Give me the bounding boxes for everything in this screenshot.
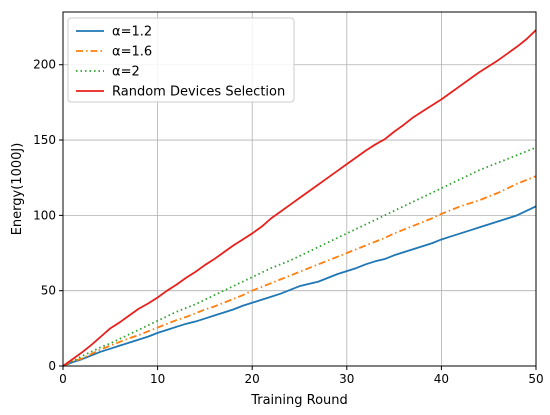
plot-frame [62, 11, 537, 367]
series-line-0 [62, 205, 537, 367]
legend-label: α=2 [112, 65, 140, 80]
x-tick-label: 50 [528, 372, 543, 386]
legend-label: α=1.2 [112, 25, 152, 40]
axis-ticks: 0 10 20 30 40 50 0 50 100 150 200 [33, 58, 544, 386]
x-tick-label: 40 [434, 372, 449, 386]
series-line-1 [62, 175, 537, 367]
y-axis-label: Energy(1000J) [10, 143, 25, 236]
series-line-3 [62, 29, 537, 367]
legend-label: α=1.6 [112, 45, 152, 60]
y-tick-label: 200 [33, 58, 56, 72]
y-tick-label: 50 [41, 284, 56, 298]
x-tick-label: 10 [150, 372, 165, 386]
legend: α=1.2 α=1.6 α=2 Random Devices Selection [67, 17, 295, 103]
y-tick-label: 100 [33, 208, 56, 222]
x-tick-label: 20 [245, 372, 260, 386]
series-lines [62, 29, 537, 367]
x-axis-label: Training Round [250, 393, 348, 408]
series-line-2 [62, 146, 537, 367]
y-tick-label: 0 [48, 359, 56, 373]
legend-box [67, 17, 295, 103]
x-tick-label: 30 [339, 372, 354, 386]
y-tick-label: 150 [33, 133, 56, 147]
legend-label: Random Devices Selection [112, 85, 285, 100]
x-tick-label: 0 [59, 372, 67, 386]
